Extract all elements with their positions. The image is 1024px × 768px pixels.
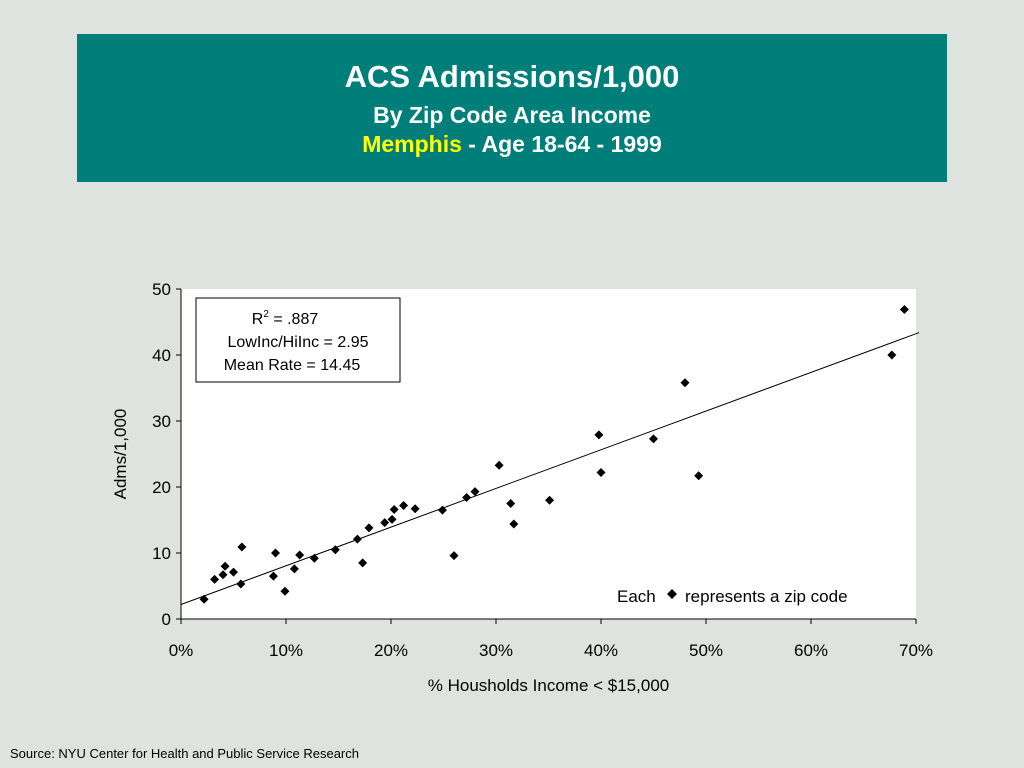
data-point [649, 434, 658, 444]
source-note: Source: NYU Center for Health and Public… [10, 746, 359, 761]
data-point [380, 518, 390, 528]
data-point [899, 304, 909, 314]
data-point [887, 350, 897, 360]
trendline [180, 332, 920, 605]
data-point [494, 460, 504, 470]
y-axis-label: Adms/1,000 [111, 409, 130, 500]
data-point [271, 548, 280, 558]
y-tick-label: 40 [152, 346, 171, 365]
x-tick-label: 70% [899, 641, 933, 660]
r-superscript: 2 [263, 309, 269, 320]
mean-rate-text: Mean Rate = 14.45 [224, 357, 361, 374]
r-symbol: R [252, 311, 264, 328]
data-point [309, 553, 319, 563]
x-tick-label: 40% [584, 641, 618, 660]
r-squared-value: = .887 [269, 311, 318, 328]
data-point [364, 523, 374, 533]
y-tick-label: 10 [152, 544, 171, 563]
x-tick-label: 0% [169, 641, 194, 660]
x-tick-label: 60% [794, 641, 828, 660]
data-point [680, 378, 690, 388]
data-point [437, 505, 447, 515]
data-point [199, 594, 209, 604]
data-point [462, 493, 472, 503]
y-tick-label: 0 [162, 610, 171, 629]
data-point [352, 534, 362, 544]
data-point [330, 545, 340, 555]
chart-title: ACS Admissions/1,000 [344, 59, 680, 94]
age-year-detail: - Age 18-64 - 1999 [461, 131, 662, 157]
data-point [268, 571, 278, 581]
data-point [210, 574, 220, 584]
data-point [596, 467, 606, 477]
title-banner: ACS Admissions/1,000 By Zip Code Area In… [77, 34, 947, 182]
x-tick-label: 10% [269, 641, 303, 660]
legend-diamond-icon [667, 589, 677, 599]
data-point [410, 504, 420, 514]
legend-note-right: represents a zip code [685, 587, 848, 606]
data-point [594, 430, 604, 440]
data-point [449, 551, 459, 561]
data-point [229, 567, 238, 577]
chart-subtitle-detail: Memphis - Age 18-64 - 1999 [77, 130, 947, 158]
ratio-text: LowInc/HiInc = 2.95 [228, 334, 369, 351]
data-point [237, 542, 247, 552]
data-point [694, 471, 704, 481]
data-point [220, 561, 230, 571]
data-point [280, 586, 290, 596]
y-tick-label: 20 [152, 478, 171, 497]
city-name: Memphis [362, 131, 462, 157]
data-point [387, 514, 397, 524]
y-tick-label: 50 [152, 280, 171, 299]
data-point [289, 564, 299, 574]
data-point [399, 500, 409, 510]
data-point [389, 504, 399, 514]
data-point [358, 558, 368, 568]
data-point [470, 487, 480, 497]
data-point [236, 579, 246, 589]
r-squared-text: R2 = .887 [252, 309, 319, 328]
legend-note-left: Each [617, 587, 656, 606]
data-point [506, 499, 516, 508]
x-axis-label: % Housholds Income < $15,000 [428, 676, 669, 695]
chart-subtitle: By Zip Code Area Income [373, 102, 651, 128]
data-point [295, 550, 305, 560]
stats-box [195, 297, 401, 383]
x-tick-label: 50% [689, 641, 723, 660]
data-point [509, 519, 519, 529]
data-point [218, 570, 228, 580]
y-tick-label: 30 [152, 412, 171, 431]
x-tick-label: 20% [374, 641, 408, 660]
x-tick-label: 30% [479, 641, 513, 660]
data-point [545, 495, 555, 505]
